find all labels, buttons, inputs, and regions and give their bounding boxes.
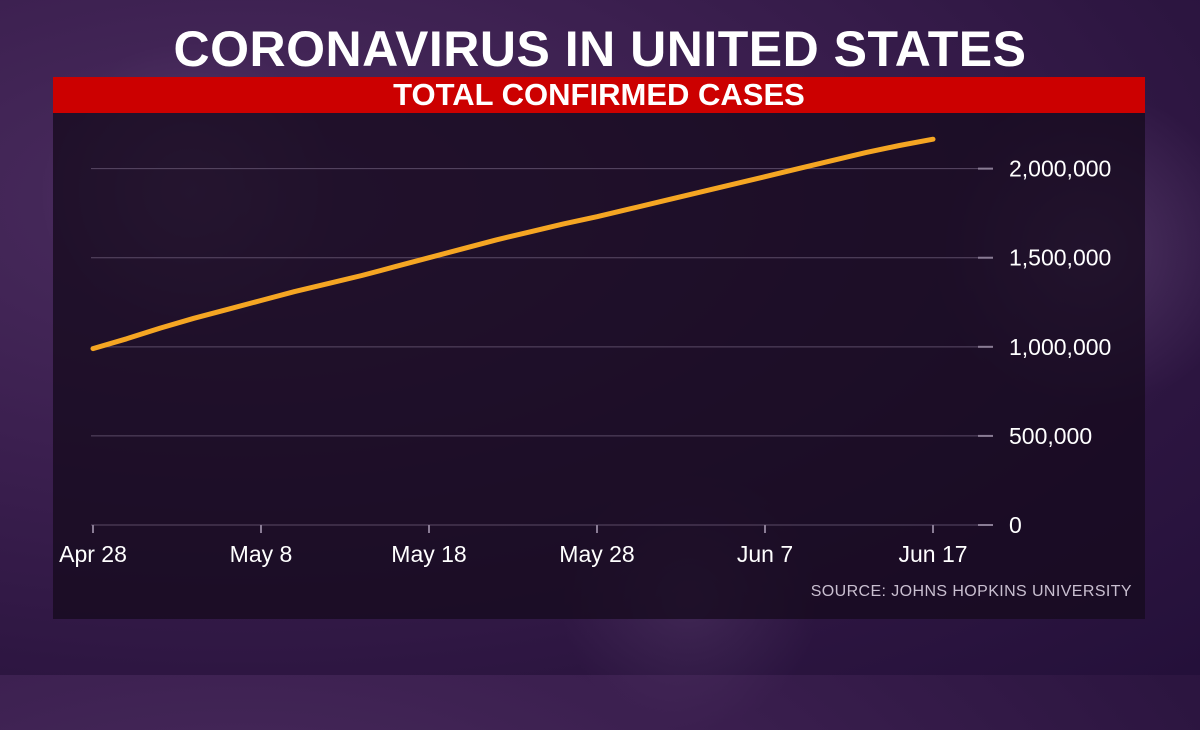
data-point	[763, 175, 767, 178]
data-point	[663, 199, 666, 202]
data-point	[327, 282, 330, 285]
data-point	[192, 317, 195, 320]
page-title: CORONAVIRUS IN UNITED STATES	[173, 21, 1027, 77]
chart-subtitle: TOTAL CONFIRMED CASES	[393, 77, 805, 112]
data-point	[629, 207, 632, 210]
data-point	[831, 159, 834, 162]
data-point	[730, 183, 733, 186]
y-tick-label: 2,000,000	[1009, 156, 1111, 182]
x-tick-label: Jun 17	[898, 541, 967, 567]
x-tick-label: May 8	[230, 541, 293, 567]
data-point	[595, 215, 599, 218]
data-point	[797, 167, 800, 170]
data-point	[562, 222, 565, 226]
y-tick-label: 500,000	[1009, 423, 1092, 449]
data-point	[931, 138, 935, 141]
data-point	[898, 144, 901, 147]
y-tick-label: 0	[1009, 512, 1022, 538]
x-tick-label: Jun 7	[737, 541, 793, 567]
source-credit: SOURCE: JOHNS HOPKINS UNIVERSITY	[810, 583, 1132, 600]
chart-panel: 0 500,000 1,000,000 1,500,000 2,000,000 Apr 2…	[53, 113, 1145, 619]
data-point	[696, 191, 699, 194]
x-tick-label: May 18	[391, 541, 466, 567]
data-point	[293, 290, 296, 293]
data-point	[495, 238, 498, 242]
data-point	[528, 230, 531, 234]
line-chart: 0 500,000 1,000,000 1,500,000 2,000,000 Apr 2…	[59, 136, 1111, 567]
data-point	[461, 247, 464, 250]
data-point	[125, 337, 128, 340]
total-cases-line	[90, 136, 936, 352]
data-point	[159, 326, 162, 330]
data-point	[427, 256, 431, 259]
y-tick-label: 1,000,000	[1009, 334, 1111, 360]
y-tick-label: 1,500,000	[1009, 245, 1111, 271]
subtitle-banner: TOTAL CONFIRMED CASES	[53, 77, 1145, 113]
data-point	[864, 151, 867, 154]
x-tick-label: May 28	[559, 541, 634, 567]
data-point	[394, 265, 397, 268]
data-point	[91, 347, 95, 350]
data-point	[360, 274, 363, 277]
data-point	[259, 299, 263, 302]
data-point	[226, 308, 229, 311]
x-tick-label: Apr 28	[59, 541, 127, 567]
